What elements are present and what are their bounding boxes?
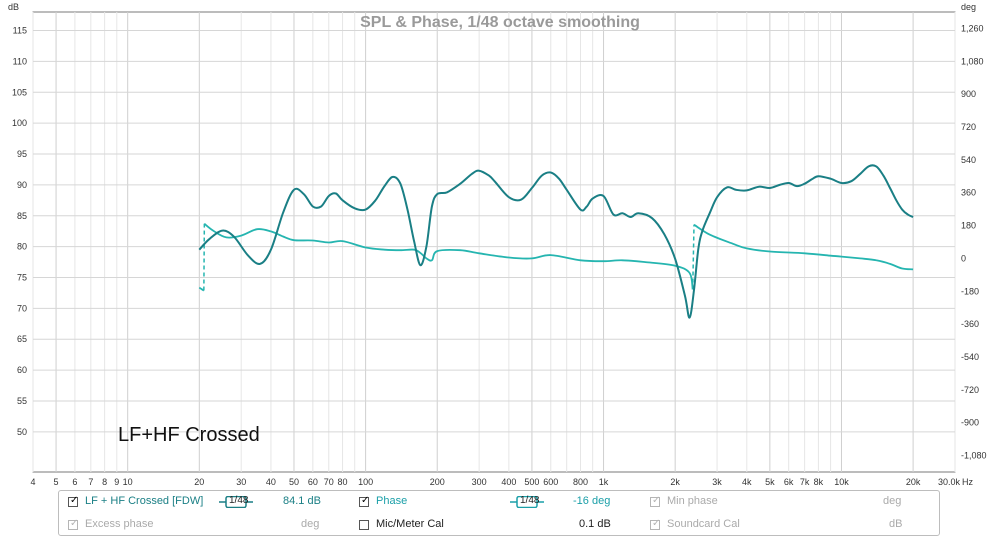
y-left-tick-label: 100 — [12, 118, 27, 128]
x-tick-label: 7k — [800, 477, 810, 487]
y-left-tick-label: 80 — [17, 242, 27, 252]
x-tick-label: 5 — [54, 477, 59, 487]
y-left-tick-label: 90 — [17, 180, 27, 190]
smoothing-value-phase: 1/48 — [520, 495, 540, 506]
x-unit: Hz — [962, 477, 973, 487]
y-left-tick-label: 50 — [17, 427, 27, 437]
x-tick-label: 2k — [670, 477, 680, 487]
x-tick-label: 4 — [30, 477, 35, 487]
y-right-tick-label: 180 — [961, 221, 976, 231]
x-axis-ticks: 4 5 6 7 8 9 10 20 30 40 50 60 70 80 100 200 300 400 500 600… — [30, 477, 960, 487]
y-left-tick-label: 110 — [13, 56, 27, 66]
y-right-unit: deg — [961, 2, 976, 12]
x-tick-label: 70 — [324, 477, 334, 487]
y-right-tick-label: 360 — [961, 188, 976, 198]
legend-label-mic-meter-cal: Mic/Meter Cal — [376, 518, 444, 530]
smoothing-badge-lf-hf[interactable]: 1/48 — [219, 495, 253, 508]
x-tick-label: 300 — [472, 477, 487, 487]
legend-checkbox-lf-hf[interactable]: ✓ — [68, 495, 79, 507]
spl-phase-chart: 4 5 6 7 8 9 10 20 30 40 50 60 70 80 100 200 300 400 500 600… — [8, 2, 987, 487]
legend-label-min-phase: Min phase — [667, 495, 718, 507]
x-tick-label: 30 — [236, 477, 246, 487]
y-left-tick-label: 115 — [13, 26, 27, 36]
x-tick-label: 100 — [358, 477, 373, 487]
x-tick-label: 5k — [765, 477, 775, 487]
legend-value-lf-hf: 84.1 dB — [283, 495, 321, 507]
y-left-tick-label: 105 — [12, 87, 27, 97]
x-tick-label: 10k — [834, 477, 849, 487]
y-left-tick-label: 75 — [17, 273, 27, 283]
y-right-tick-label: 720 — [961, 122, 976, 132]
x-tick-label: 30.0k — [938, 477, 961, 487]
legend-label-lf-hf: LF + HF Crossed [FDW] — [85, 495, 204, 507]
x-tick-label: 20k — [906, 477, 921, 487]
x-tick-label: 10 — [123, 477, 133, 487]
x-tick-label: 50 — [289, 477, 299, 487]
y-left-unit: dB — [8, 2, 19, 12]
legend-checkbox-mic-meter-cal[interactable] — [359, 520, 369, 530]
plot-area — [32, 11, 956, 473]
y-right-tick-label: -540 — [961, 352, 979, 362]
legend-checkbox-excess-phase[interactable]: ✓ — [68, 518, 79, 530]
legend-value-phase: -16 deg — [573, 495, 611, 507]
y-left-tick-label: 85 — [17, 211, 27, 221]
x-tick-label: 6k — [784, 477, 794, 487]
smoothing-badge-phase[interactable]: 1/48 — [510, 495, 544, 508]
legend-checkbox-soundcard-cal[interactable]: ✓ — [650, 518, 661, 530]
y-right-tick-label: 900 — [961, 89, 976, 99]
x-tick-label: 7 — [88, 477, 93, 487]
x-tick-label: 8 — [102, 477, 107, 487]
x-tick-label: 200 — [430, 477, 445, 487]
x-tick-label: 80 — [338, 477, 348, 487]
x-tick-label: 4k — [742, 477, 752, 487]
x-tick-label: 3k — [712, 477, 722, 487]
series-line-phase — [203, 223, 694, 290]
legend-label-excess-phase: Excess phase — [85, 518, 154, 530]
y-right-tick-label: -720 — [961, 385, 979, 395]
y-right-tick-label: -1,080 — [961, 451, 987, 461]
y-right-tick-label: -900 — [961, 418, 979, 428]
series-group — [198, 164, 914, 319]
x-tick-label: 500 — [524, 477, 539, 487]
legend-label-soundcard-cal: Soundcard Cal — [667, 518, 740, 530]
smoothing-value-lf-hf: 1/48 — [229, 495, 249, 506]
x-tick-label: 600 — [543, 477, 558, 487]
chart-title: SPL & Phase, 1/48 octave smoothing — [360, 14, 640, 31]
legend-checkbox-min-phase[interactable]: ✓ — [650, 495, 661, 507]
series-line-phase — [198, 286, 205, 292]
x-tick-label: 20 — [194, 477, 204, 487]
legend-value-mic-meter-cal: 0.1 dB — [579, 518, 611, 530]
x-tick-label: 1k — [599, 477, 609, 487]
y-left-tick-label: 60 — [17, 365, 27, 375]
legend-panel: ✓ LF + HF Crossed [FDW] 1/48 84.1 dB ✓ P… — [58, 490, 940, 536]
x-tick-label: 800 — [573, 477, 588, 487]
y-left-axis-ticks: 115 110 105 100 95 90 85 80 75 70 65 60 55 50 — [12, 26, 27, 437]
legend-value-min-phase: deg — [883, 495, 902, 507]
y-right-tick-label: 540 — [961, 155, 976, 165]
y-right-tick-label: 1,080 — [961, 56, 984, 66]
y-right-axis-ticks: 1,260 1,080 900 720 540 360 180 0 -180 -360 -540 -7… — [961, 23, 987, 460]
legend-value-soundcard-cal: dB — [889, 518, 903, 530]
legend-label-phase: Phase — [376, 495, 408, 507]
x-tick-label: 400 — [501, 477, 516, 487]
y-left-tick-label: 95 — [17, 149, 27, 159]
x-tick-label: 8k — [814, 477, 824, 487]
series-line-phase — [693, 223, 914, 271]
x-tick-label: 9 — [114, 477, 119, 487]
y-left-tick-label: 65 — [17, 334, 27, 344]
x-tick-label: 6 — [72, 477, 77, 487]
y-right-tick-label: -360 — [961, 319, 979, 329]
legend-value-excess-phase: deg — [301, 518, 320, 530]
y-right-tick-label: 0 — [961, 253, 966, 263]
y-left-tick-label: 55 — [17, 396, 27, 406]
legend-checkbox-phase[interactable]: ✓ — [359, 495, 370, 507]
phase-wrap-connector — [691, 224, 695, 290]
y-left-tick-label: 70 — [17, 303, 27, 313]
y-right-tick-label: -180 — [961, 286, 979, 296]
series-line-spl — [198, 164, 914, 319]
x-tick-label: 60 — [308, 477, 318, 487]
x-tick-label: 40 — [266, 477, 276, 487]
y-right-tick-label: 1,260 — [961, 23, 984, 33]
chart-annotation: LF+HF Crossed — [118, 424, 260, 446]
